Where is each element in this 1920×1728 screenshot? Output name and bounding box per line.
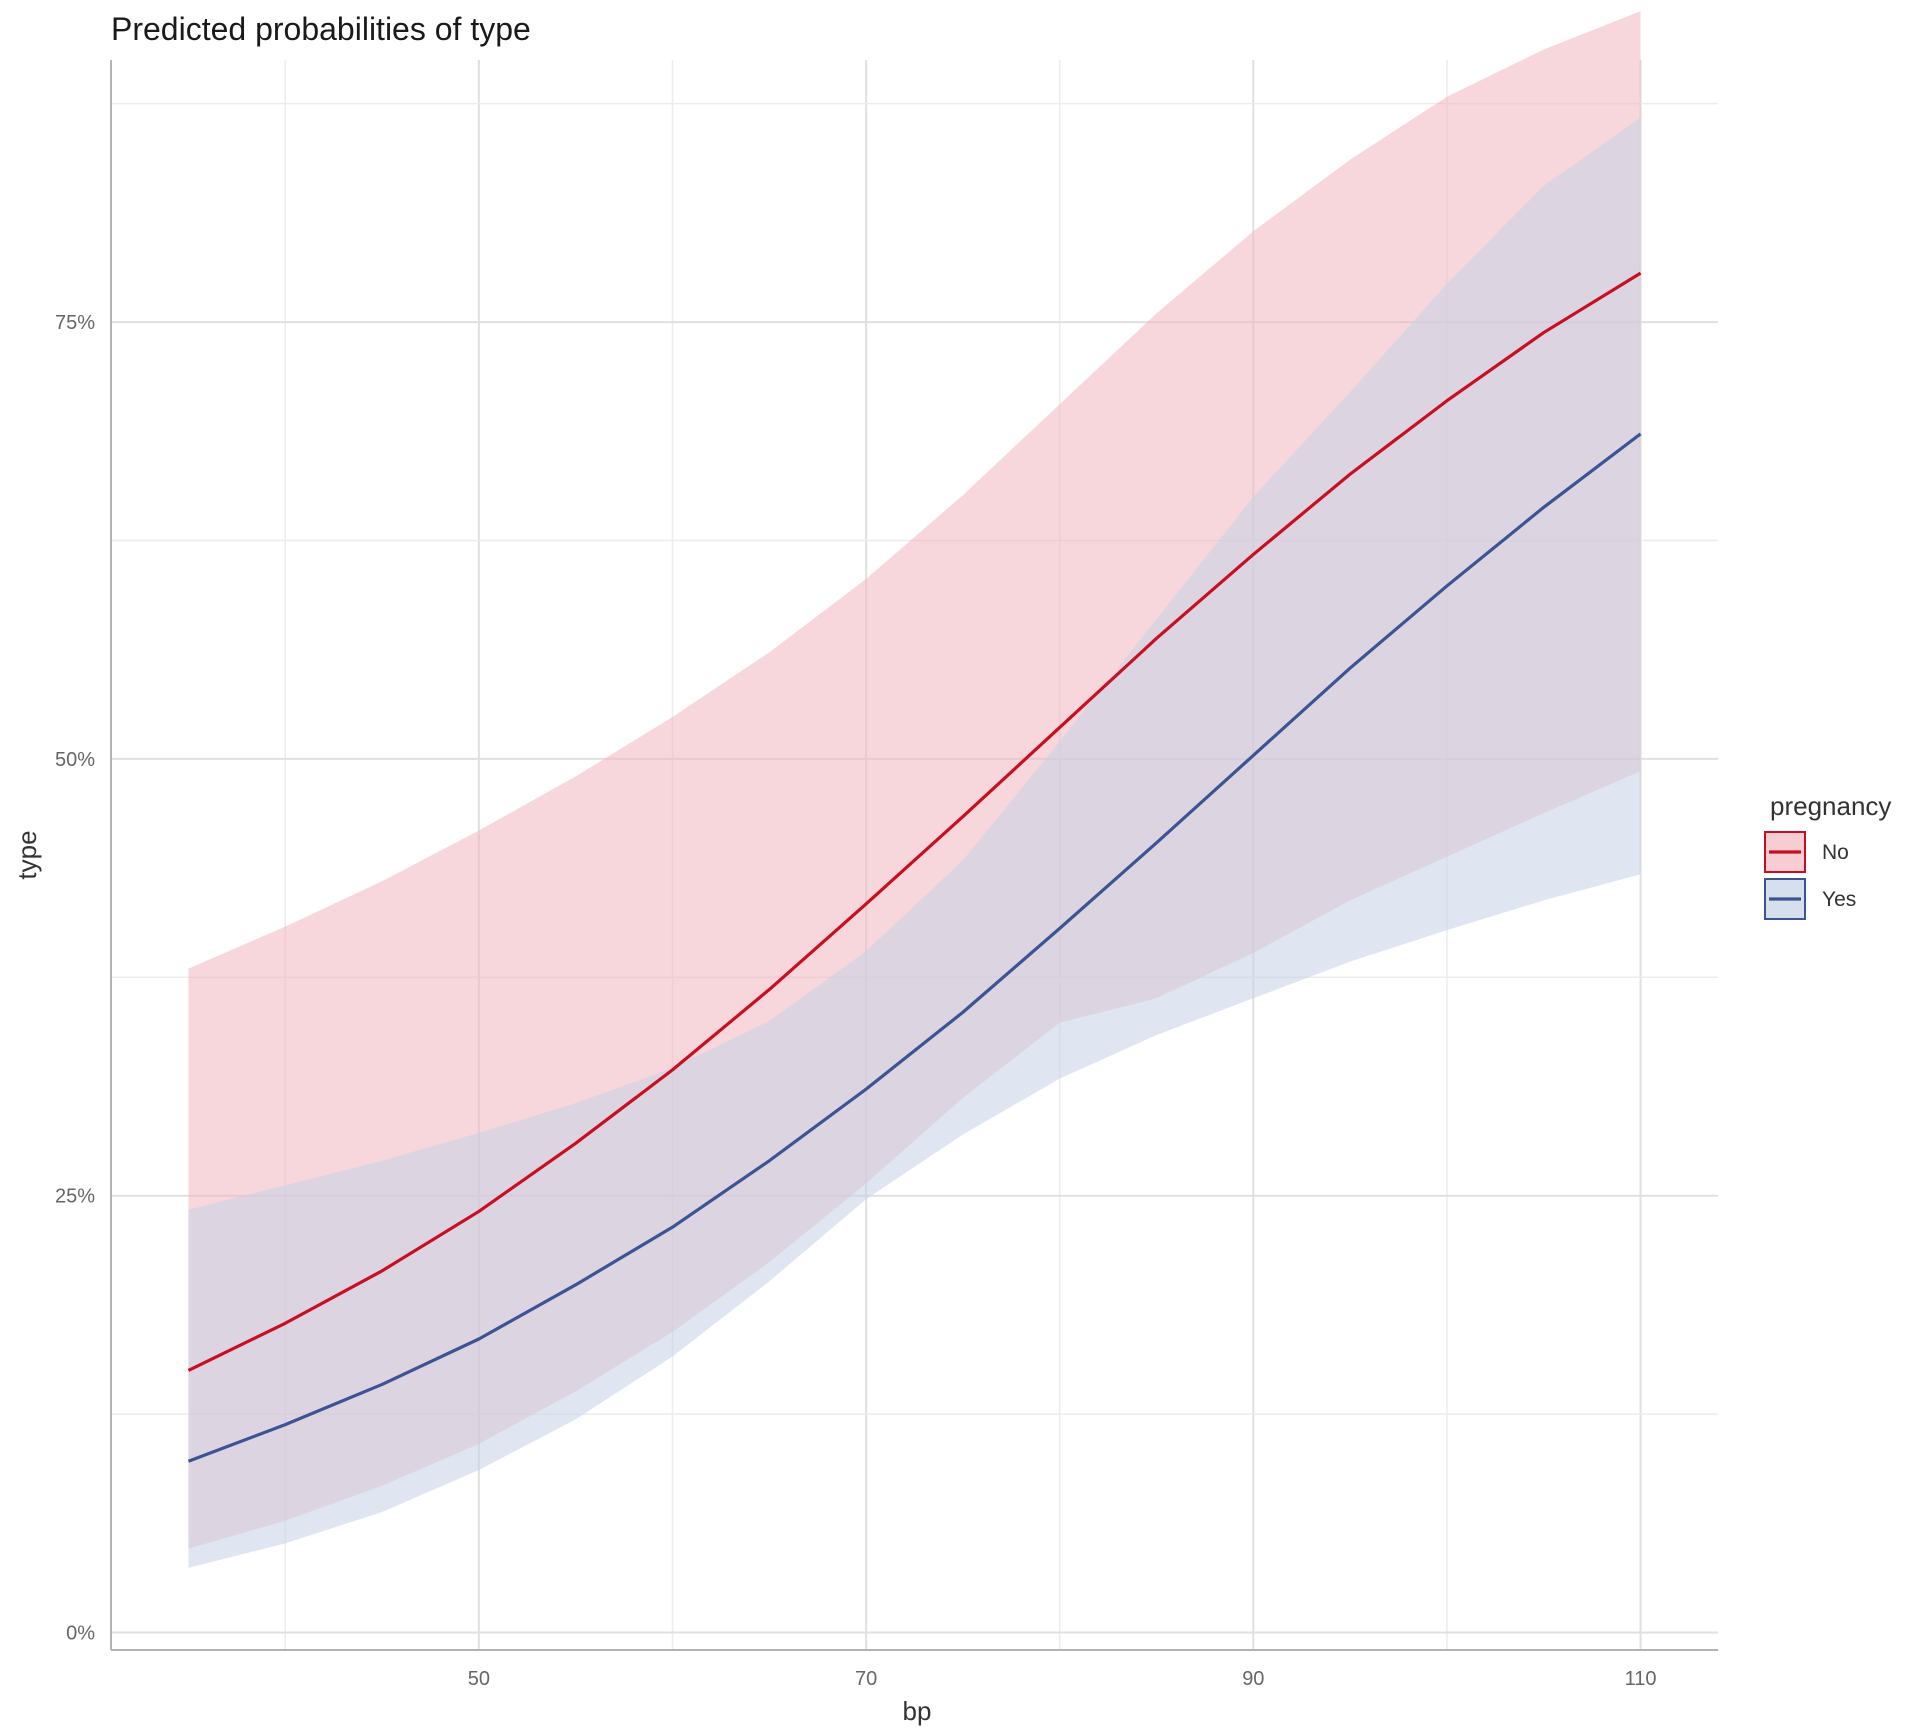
legend-title: pregnancy [1770, 791, 1891, 821]
y-tick-label: 75% [55, 312, 95, 334]
y-axis-title: type [12, 830, 42, 879]
chart-title: Predicted probabilities of type [111, 11, 531, 47]
x-tick-label: 90 [1242, 1668, 1264, 1690]
x-tick-label: 110 [1625, 1668, 1657, 1690]
y-tick-labels: 0% 25% 50% 75% [55, 312, 95, 1644]
legend: pregnancy No Yes [1764, 791, 1891, 920]
series-lines [187, 271, 1642, 1463]
confidence-band-yes [188, 117, 1641, 1568]
x-tick-label: 70 [855, 1668, 877, 1690]
legend-label-yes: Yes [1822, 888, 1856, 911]
series-line-yes [187, 432, 1642, 1463]
x-tick-labels: 50 70 90 110 [468, 1668, 1657, 1690]
x-axis-title: bp [903, 1696, 932, 1726]
confidence-bands [188, 11, 1641, 1568]
y-tick-label: 0% [66, 1623, 95, 1645]
series-line-no [187, 271, 1642, 1372]
y-tick-label: 50% [55, 749, 95, 771]
axes [110, 60, 1718, 1651]
legend-label-no: No [1822, 841, 1849, 864]
x-tick-label: 50 [468, 1668, 490, 1690]
y-tick-label: 25% [55, 1186, 95, 1208]
